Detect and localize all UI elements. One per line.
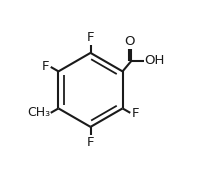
Text: F: F bbox=[131, 107, 139, 120]
Text: F: F bbox=[42, 61, 50, 74]
Text: O: O bbox=[125, 35, 135, 48]
Text: F: F bbox=[87, 136, 94, 149]
Text: OH: OH bbox=[144, 54, 165, 67]
Text: CH₃: CH₃ bbox=[27, 106, 50, 119]
Text: F: F bbox=[87, 31, 94, 44]
